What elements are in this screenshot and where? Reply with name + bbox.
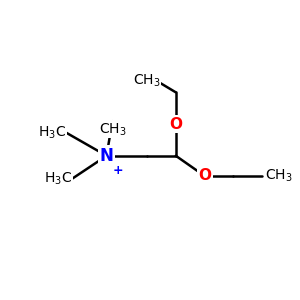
Text: O: O: [198, 169, 211, 184]
Text: CH$_3$: CH$_3$: [265, 168, 293, 184]
Text: H$_3$C: H$_3$C: [38, 124, 66, 141]
Text: N: N: [100, 147, 113, 165]
Text: CH$_3$: CH$_3$: [98, 121, 126, 138]
Text: CH$_3$: CH$_3$: [133, 72, 161, 88]
Text: H$_3$C: H$_3$C: [44, 171, 72, 187]
Text: +: +: [113, 164, 123, 177]
Text: O: O: [169, 116, 182, 131]
